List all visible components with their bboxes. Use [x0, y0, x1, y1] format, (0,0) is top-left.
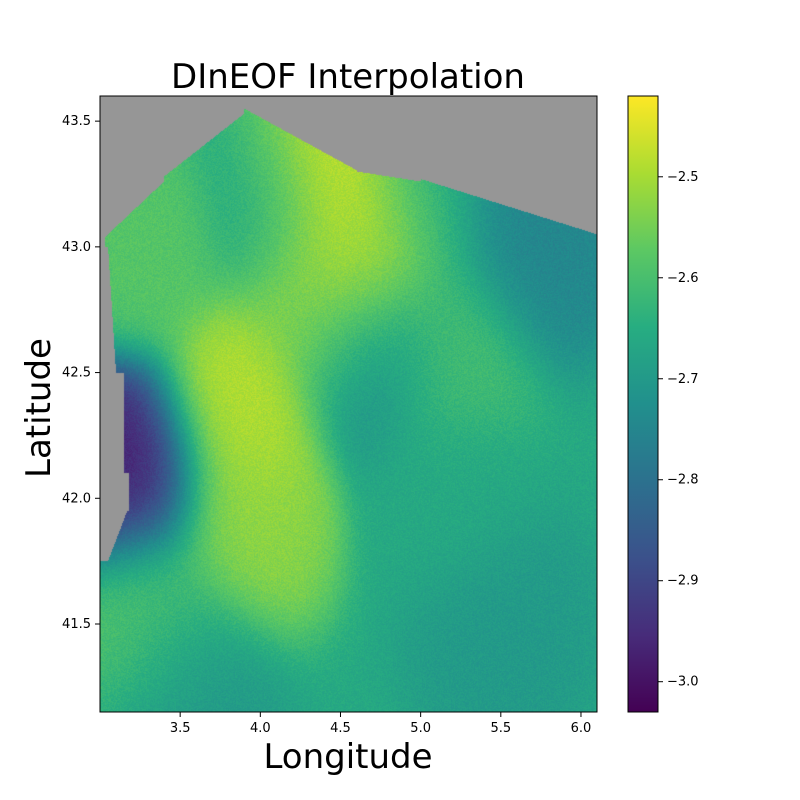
- colorbar-ticks: −2.5 −2.6 −2.7 −2.8 −2.9 −3.0: [658, 170, 699, 690]
- colorbar-tick-label: −2.6: [667, 271, 699, 286]
- chart-title: DInEOF Interpolation: [171, 57, 525, 97]
- plot-area: 3.5 4.0 4.5 5.0 5.5 6.0 41.5 42.0 42.5 43.0 43.5: [62, 95, 598, 736]
- plot-frame: [99, 95, 598, 713]
- x-tick-label: 6.0: [571, 721, 592, 736]
- x-axis-ticks: 3.5 4.0 4.5 5.0 5.5 6.0: [170, 712, 591, 736]
- colorbar-tick-label: −2.5: [667, 170, 699, 185]
- y-tick-label: 42.5: [62, 366, 91, 381]
- y-tick-label: 43.0: [62, 240, 91, 255]
- y-axis-ticks: 41.5 42.0 42.5 43.0 43.5: [62, 114, 100, 632]
- y-tick-label: 43.5: [62, 114, 91, 129]
- colorbar-tick-label: −3.0: [667, 675, 699, 690]
- x-axis-label: Longitude: [263, 737, 432, 777]
- colorbar: −2.5 −2.6 −2.7 −2.8 −2.9 −3.0: [627, 95, 699, 713]
- colorbar-tick-label: −2.7: [667, 372, 699, 387]
- x-tick-label: 5.0: [410, 721, 431, 736]
- y-tick-label: 41.5: [62, 617, 91, 632]
- x-tick-label: 4.5: [330, 721, 351, 736]
- colorbar-tick-label: −2.8: [667, 473, 699, 488]
- x-tick-label: 3.5: [170, 721, 191, 736]
- x-tick-label: 4.0: [250, 721, 271, 736]
- y-tick-label: 42.0: [62, 491, 91, 506]
- y-axis-label: Latitude: [19, 338, 59, 478]
- heatmap-image: [100, 96, 597, 712]
- colorbar-gradient: [627, 95, 659, 713]
- x-tick-label: 5.5: [490, 721, 511, 736]
- colorbar-tick-label: −2.9: [667, 574, 699, 589]
